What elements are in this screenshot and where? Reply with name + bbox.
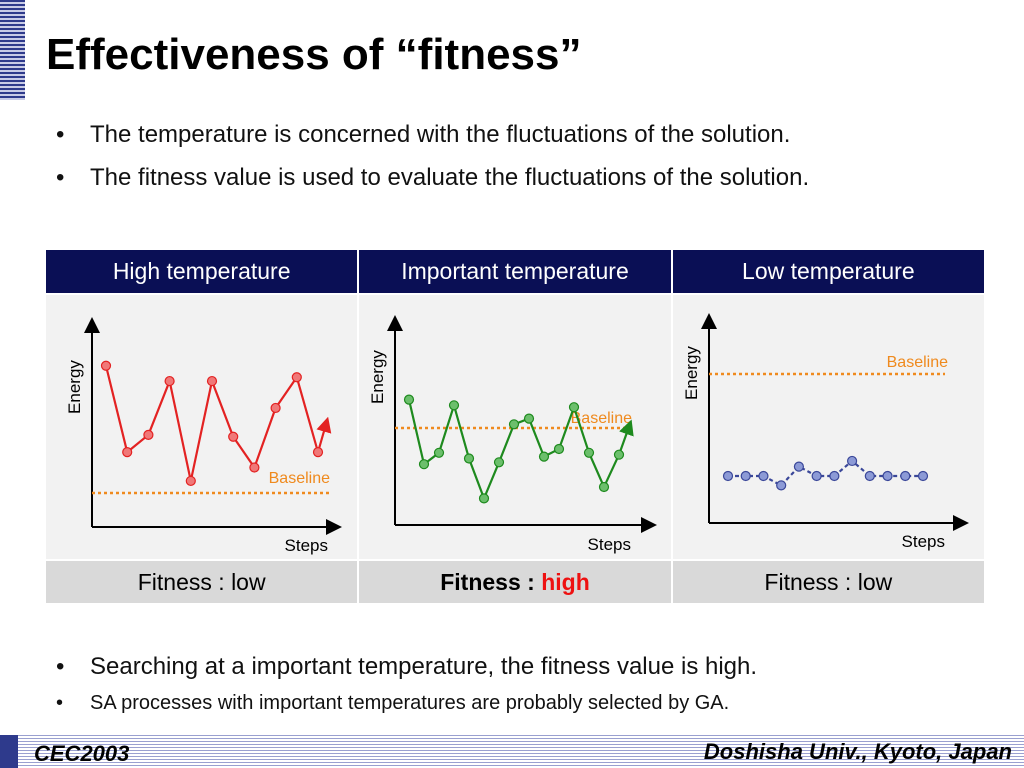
plot-cell-low: Energy Steps Baseline bbox=[670, 293, 987, 561]
baseline-label: Baseline bbox=[571, 410, 632, 427]
energy-plot-important: Energy Steps Baseline bbox=[368, 315, 658, 554]
footer-accent-block bbox=[0, 735, 18, 768]
data-point bbox=[291, 372, 302, 383]
data-point bbox=[584, 447, 595, 458]
data-point bbox=[524, 413, 535, 424]
energy-plot-low: Energy Steps Baseline bbox=[682, 313, 969, 551]
conference-label: CEC2003 bbox=[34, 741, 130, 766]
fitness-value: low bbox=[231, 568, 266, 595]
data-point bbox=[864, 470, 875, 482]
data-point bbox=[569, 402, 580, 413]
data-point bbox=[882, 470, 893, 482]
data-point bbox=[846, 455, 857, 467]
data-point bbox=[899, 470, 911, 482]
baseline-label: Baseline bbox=[886, 354, 947, 371]
data-point bbox=[185, 475, 196, 487]
energy-series bbox=[100, 360, 332, 487]
bullet-item: Searching at a important temperature, th… bbox=[56, 652, 757, 690]
data-point bbox=[828, 470, 840, 482]
data-point bbox=[434, 447, 445, 458]
data-point bbox=[494, 457, 505, 468]
data-point bbox=[270, 402, 281, 414]
x-axis-label: Steps bbox=[588, 535, 631, 554]
energy-series bbox=[722, 455, 928, 491]
data-point bbox=[249, 462, 260, 473]
temperature-comparison-table: High temperature Important temperature L… bbox=[43, 248, 987, 605]
data-point bbox=[419, 459, 430, 470]
data-point bbox=[793, 461, 804, 472]
slide-title: Effectiveness of “fitness” bbox=[46, 30, 582, 79]
decorative-stripe bbox=[0, 0, 25, 100]
y-axis-label: Energy bbox=[682, 346, 701, 400]
intro-bullets: The temperature is concerned with the fl… bbox=[56, 120, 809, 206]
fitness-value: low bbox=[857, 568, 893, 595]
data-point bbox=[599, 481, 610, 493]
data-point bbox=[917, 470, 928, 482]
bullet-item: The fitness value is used to evaluate th… bbox=[56, 163, 809, 206]
fitness-label: Fitness : bbox=[440, 568, 542, 595]
affiliation-label: Doshisha Univ., Kyoto, Japan bbox=[703, 739, 1012, 764]
series-line bbox=[727, 459, 923, 487]
data-point bbox=[509, 419, 520, 430]
baseline-label: Baseline bbox=[269, 470, 330, 487]
fitness-label: Fitness : bbox=[764, 568, 858, 595]
x-axis-label: Steps bbox=[285, 536, 328, 555]
energy-series bbox=[404, 394, 634, 504]
data-point bbox=[722, 470, 733, 482]
conclusion-bullets: Searching at a important temperature, th… bbox=[56, 652, 757, 716]
bullet-item: SA processes with important temperatures… bbox=[56, 690, 757, 716]
data-point bbox=[554, 443, 565, 455]
data-point bbox=[100, 360, 112, 371]
data-point bbox=[164, 375, 175, 387]
data-point bbox=[122, 447, 133, 458]
bullet-item: The temperature is concerned with the fl… bbox=[56, 120, 809, 163]
data-point bbox=[775, 480, 786, 491]
fitness-value-highlight: high bbox=[541, 568, 590, 595]
data-point bbox=[539, 451, 550, 462]
data-point bbox=[404, 394, 415, 405]
data-point bbox=[143, 429, 154, 440]
fitness-label: Fitness : bbox=[137, 568, 232, 595]
y-axis-label: Energy bbox=[368, 350, 387, 404]
data-point bbox=[464, 453, 475, 464]
data-point bbox=[614, 449, 625, 460]
header-high-temperature: High temperature bbox=[43, 248, 360, 295]
data-point bbox=[811, 470, 822, 482]
data-point bbox=[740, 470, 751, 482]
y-axis-label: Energy bbox=[65, 360, 84, 414]
fitness-cell-important: Fitness : high bbox=[357, 559, 673, 605]
energy-plot-high: Energy Steps Baseline bbox=[65, 317, 342, 555]
data-point bbox=[479, 493, 490, 504]
header-important-temperature: Important temperature bbox=[357, 248, 673, 295]
fitness-cell-low: Fitness : low bbox=[670, 559, 987, 605]
data-point bbox=[758, 470, 769, 482]
data-point bbox=[228, 431, 239, 442]
plot-cell-important: Energy Steps Baseline bbox=[357, 293, 673, 561]
footer-stripe bbox=[0, 735, 1024, 768]
data-point bbox=[449, 400, 460, 411]
fitness-cell-high: Fitness : low bbox=[43, 559, 360, 605]
data-point bbox=[312, 447, 324, 458]
data-point bbox=[206, 375, 218, 387]
plot-cell-high: Energy Steps Baseline bbox=[43, 293, 360, 561]
x-axis-label: Steps bbox=[901, 532, 944, 551]
header-low-temperature: Low temperature bbox=[670, 248, 987, 295]
